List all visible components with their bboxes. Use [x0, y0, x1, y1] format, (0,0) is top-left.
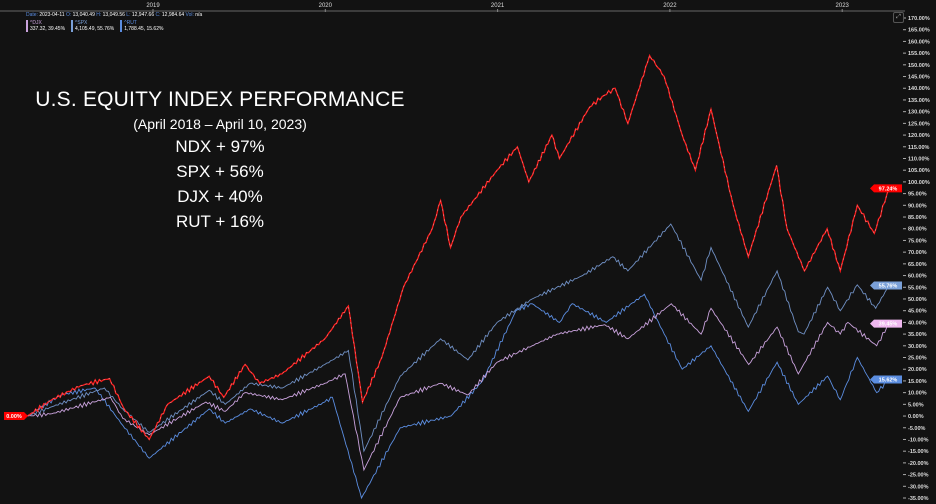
y-tick-label: 100.00%: [908, 180, 930, 186]
price-tags: 15.62% 39.45% 55.76% 97.24% 0.00%: [4, 184, 902, 421]
y-tick-label: 165.00%: [908, 28, 930, 34]
x-tick-label: 2022: [663, 3, 677, 9]
y-tick-label: 10.00%: [908, 391, 927, 397]
series-line-spx: [27, 223, 890, 453]
y-tick-label: 15.00%: [908, 379, 927, 385]
close-label: C:: [155, 12, 161, 18]
y-tick-label: 115.00%: [908, 145, 930, 151]
legend-value: 1,788.45, 15.62%: [124, 26, 164, 32]
y-tick-label: -20.00%: [908, 461, 929, 467]
ohlc-row: Date: 2023-04-11 O: 13,040.49 H: 13,049.…: [26, 12, 202, 18]
low-value: 12,947.66: [131, 12, 155, 18]
y-tick-label: -30.00%: [908, 484, 929, 490]
legend-value: 337.32, 39.45%: [30, 26, 66, 32]
date-label: Date:: [26, 12, 38, 18]
ohlc-legend: Date: 2023-04-11 O: 13,040.49 H: 13,049.…: [26, 12, 202, 32]
vol-label: Vol:: [185, 12, 194, 18]
y-tick-label: 25.00%: [908, 356, 927, 362]
y-tick-label: 40.00%: [908, 320, 927, 326]
y-tick-label: 0.00%: [908, 414, 924, 420]
y-tick-label: 170.00%: [908, 16, 930, 22]
y-tick-label: 105.00%: [908, 168, 930, 174]
legend-symbol: ^SPX: [75, 20, 88, 26]
y-tick-label: 120.00%: [908, 133, 930, 139]
y-tick-label: 75.00%: [908, 238, 927, 244]
y-tick-label: -25.00%: [908, 473, 929, 479]
y-tick-label: 30.00%: [908, 344, 927, 350]
y-tick-label: 70.00%: [908, 250, 927, 256]
legend-symbol: ^DJX: [30, 20, 42, 26]
baseline-tag: [4, 412, 28, 421]
annotation-result-rut: RUT + 16%: [175, 212, 265, 231]
y-tick-label: 35.00%: [908, 332, 927, 338]
y-tick-label: -10.00%: [908, 437, 929, 443]
y-tick-label: 60.00%: [908, 274, 927, 280]
high-value: 13,049.56: [102, 12, 125, 18]
last-value-label-rut: 15.62%: [879, 377, 898, 383]
y-tick-label: 145.00%: [908, 75, 930, 81]
high-label: H:: [96, 12, 102, 18]
legend-symbol: ^RUT: [124, 20, 137, 26]
series-line-rut: [27, 293, 890, 500]
date-value: 2023-04-11: [39, 12, 65, 18]
baseline-tag-label: 0.00%: [6, 414, 22, 420]
y-tick-label: -15.00%: [908, 449, 929, 455]
series-line-djx: [27, 303, 890, 472]
x-axis: 2019 2020 2021 2022 2023: [0, 3, 905, 12]
y-tick-label: 130.00%: [908, 110, 930, 116]
legend-item-rut[interactable]: ^RUT 1,788.45, 15.62%: [120, 20, 163, 32]
annotation-result-ndx: NDX + 97%: [175, 137, 265, 156]
y-tick-label: -35.00%: [908, 496, 929, 502]
close-value: 12,984.64: [161, 12, 185, 18]
x-tick-label: 2021: [491, 3, 505, 9]
y-tick-label: 155.00%: [908, 51, 930, 57]
expand-icon[interactable]: ⤢: [893, 12, 904, 23]
annotation-box: U.S. EQUITY INDEX PERFORMANCE (April 201…: [30, 88, 410, 232]
low-label: L:: [126, 12, 131, 18]
annotation-result-djx: DJX + 40%: [177, 187, 263, 206]
y-tick-label: 20.00%: [908, 367, 927, 373]
last-value-label-spx: 55.76%: [879, 283, 898, 289]
legend-item-spx[interactable]: ^SPX 4,105.49, 55.76%: [71, 20, 114, 32]
x-tick-label: 2020: [319, 3, 333, 9]
series-lines: [27, 53, 890, 500]
open-value: 13,040.49: [72, 12, 95, 18]
y-tick-label: 5.00%: [908, 402, 924, 408]
y-tick-label: 50.00%: [908, 297, 927, 303]
x-tick-label: 2023: [836, 3, 850, 9]
y-tick-label: 95.00%: [908, 192, 927, 198]
y-tick-label: 90.00%: [908, 203, 927, 209]
y-tick-label: -5.00%: [908, 426, 926, 432]
legend-item-djx[interactable]: ^DJX 337.32, 39.45%: [26, 20, 65, 32]
last-value-tag-ndx: [870, 184, 902, 193]
annotation-subtitle: (April 2018 – April 10, 2023): [133, 116, 307, 132]
y-tick-label: 150.00%: [908, 63, 930, 69]
series-line-ndx: [27, 53, 890, 441]
y-tick-label: 65.00%: [908, 262, 927, 268]
last-value-tag-spx: [870, 281, 902, 290]
y-tick-label: 125.00%: [908, 121, 930, 127]
y-tick-label: 140.00%: [908, 86, 930, 92]
y-tick-label: 135.00%: [908, 98, 930, 104]
last-value-label-ndx: 97.24%: [879, 186, 898, 192]
last-value-tag-rut: [870, 375, 902, 384]
legend-value: 4,105.49, 55.76%: [75, 26, 115, 32]
open-label: O:: [65, 12, 72, 18]
y-tick-label: 80.00%: [908, 227, 927, 233]
last-value-tag-djx: [870, 319, 902, 328]
annotation-result-spx: SPX + 56%: [176, 162, 264, 181]
x-tick-label: 2019: [146, 3, 160, 9]
y-tick-label: 85.00%: [908, 215, 927, 221]
last-value-label-djx: 39.45%: [879, 322, 898, 328]
y-tick-label: 110.00%: [908, 156, 930, 162]
annotation-title: U.S. EQUITY INDEX PERFORMANCE: [35, 88, 405, 111]
y-tick-label: 55.00%: [908, 285, 927, 291]
y-axis: 170.00% 165.00% 160.00% 155.00% 150.00% 145.0…: [903, 16, 930, 502]
vol-value: n/a: [195, 12, 203, 18]
y-tick-label: 160.00%: [908, 39, 930, 45]
y-tick-label: 45.00%: [908, 309, 927, 315]
